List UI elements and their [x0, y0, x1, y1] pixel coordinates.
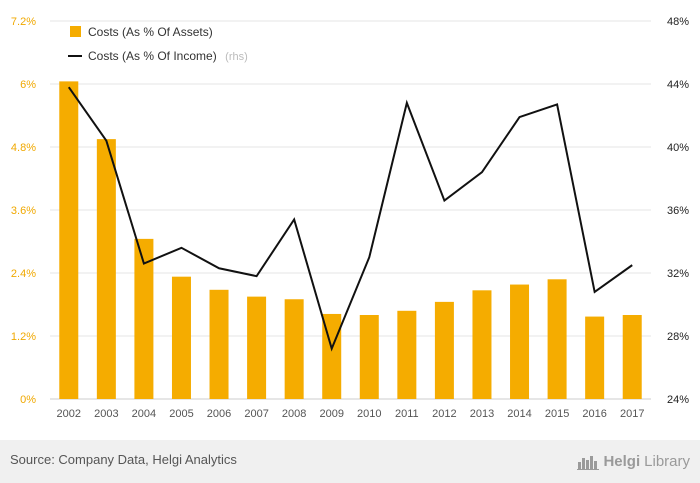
logo-text-bold: Helgi — [603, 452, 641, 470]
bar — [171, 276, 191, 399]
legend-line-label: Costs (As % Of Income) — [88, 49, 217, 63]
legend-bar-swatch — [70, 26, 81, 37]
income-line — [67, 86, 633, 352]
bar — [434, 301, 454, 399]
x-tick-label: 2003 — [94, 408, 118, 420]
combo-chart: 0% 1.2% 2.4% 3.6% 4.8% 6% 7.2% 24% 28% 32% 36% 40%… — [11, 16, 689, 420]
x-tick-label: 2017 — [620, 408, 644, 420]
y-right-tick-label: 28% — [667, 331, 689, 343]
bar-series — [59, 81, 642, 399]
bar — [284, 299, 304, 399]
bar — [622, 315, 642, 399]
x-tick-label: 2016 — [582, 408, 606, 420]
bar — [247, 296, 267, 399]
x-tick-label: 2015 — [545, 408, 569, 420]
y-left-tick-label: 4.8% — [11, 142, 36, 154]
x-tick-label: 2010 — [357, 408, 381, 420]
y-left-tick-label: 0% — [20, 394, 36, 406]
bar — [96, 139, 116, 399]
y-left-tick-label: 6% — [20, 79, 36, 91]
bar — [585, 316, 605, 399]
bar — [510, 284, 530, 399]
helgi-library-logo[interactable]: Helgi Library — [577, 450, 690, 472]
y-left-tick-label: 1.2% — [11, 331, 36, 343]
source-text: Source: Company Data, Helgi Analytics — [10, 452, 237, 467]
line-series — [67, 86, 633, 352]
legend-bar-label: Costs (As % Of Assets) — [88, 25, 213, 39]
bar — [59, 81, 79, 399]
y-axis-left: 0% 1.2% 2.4% 3.6% 4.8% 6% 7.2% — [11, 16, 36, 406]
x-tick-label: 2011 — [395, 408, 419, 420]
bar — [209, 289, 229, 399]
y-right-tick-label: 44% — [667, 79, 689, 91]
x-tick-label: 2014 — [507, 408, 531, 420]
library-icon — [577, 456, 600, 470]
y-right-tick-label: 36% — [667, 205, 689, 217]
x-tick-label: 2008 — [282, 408, 306, 420]
x-tick-label: 2002 — [57, 408, 81, 420]
y-left-tick-label: 3.6% — [11, 205, 36, 217]
y-right-tick-label: 32% — [667, 268, 689, 280]
x-tick-label: 2006 — [207, 408, 231, 420]
x-tick-label: 2009 — [319, 408, 343, 420]
x-tick-label: 2012 — [432, 408, 456, 420]
logo-text-light: Library — [644, 452, 690, 470]
bar — [359, 315, 379, 399]
x-tick-label: 2005 — [169, 408, 193, 420]
x-tick-label: 2013 — [470, 408, 494, 420]
y-axis-right: 24% 28% 32% 36% 40% 44% 48% — [667, 16, 689, 406]
bar — [134, 238, 154, 399]
x-tick-label: 2007 — [244, 408, 268, 420]
y-left-tick-label: 2.4% — [11, 268, 36, 280]
y-right-tick-label: 48% — [667, 16, 689, 28]
footer: Source: Company Data, Helgi Analytics He… — [0, 440, 700, 483]
bar — [397, 310, 417, 399]
bar — [547, 279, 567, 399]
legend-line-suffix: (rhs) — [225, 51, 248, 63]
y-left-tick-label: 7.2% — [11, 16, 36, 28]
bar — [472, 290, 492, 399]
x-axis: 2002 2003 2004 2005 2006 2007 2008 2009 2010 2011… — [57, 408, 645, 420]
legend: Costs (As % Of Assets) Costs (As % Of In… — [68, 25, 248, 64]
y-right-tick-label: 24% — [667, 394, 689, 406]
y-right-tick-label: 40% — [667, 142, 689, 154]
legend-line-text: Costs (As % Of Income) (rhs) — [88, 47, 248, 64]
x-tick-label: 2004 — [132, 408, 156, 420]
